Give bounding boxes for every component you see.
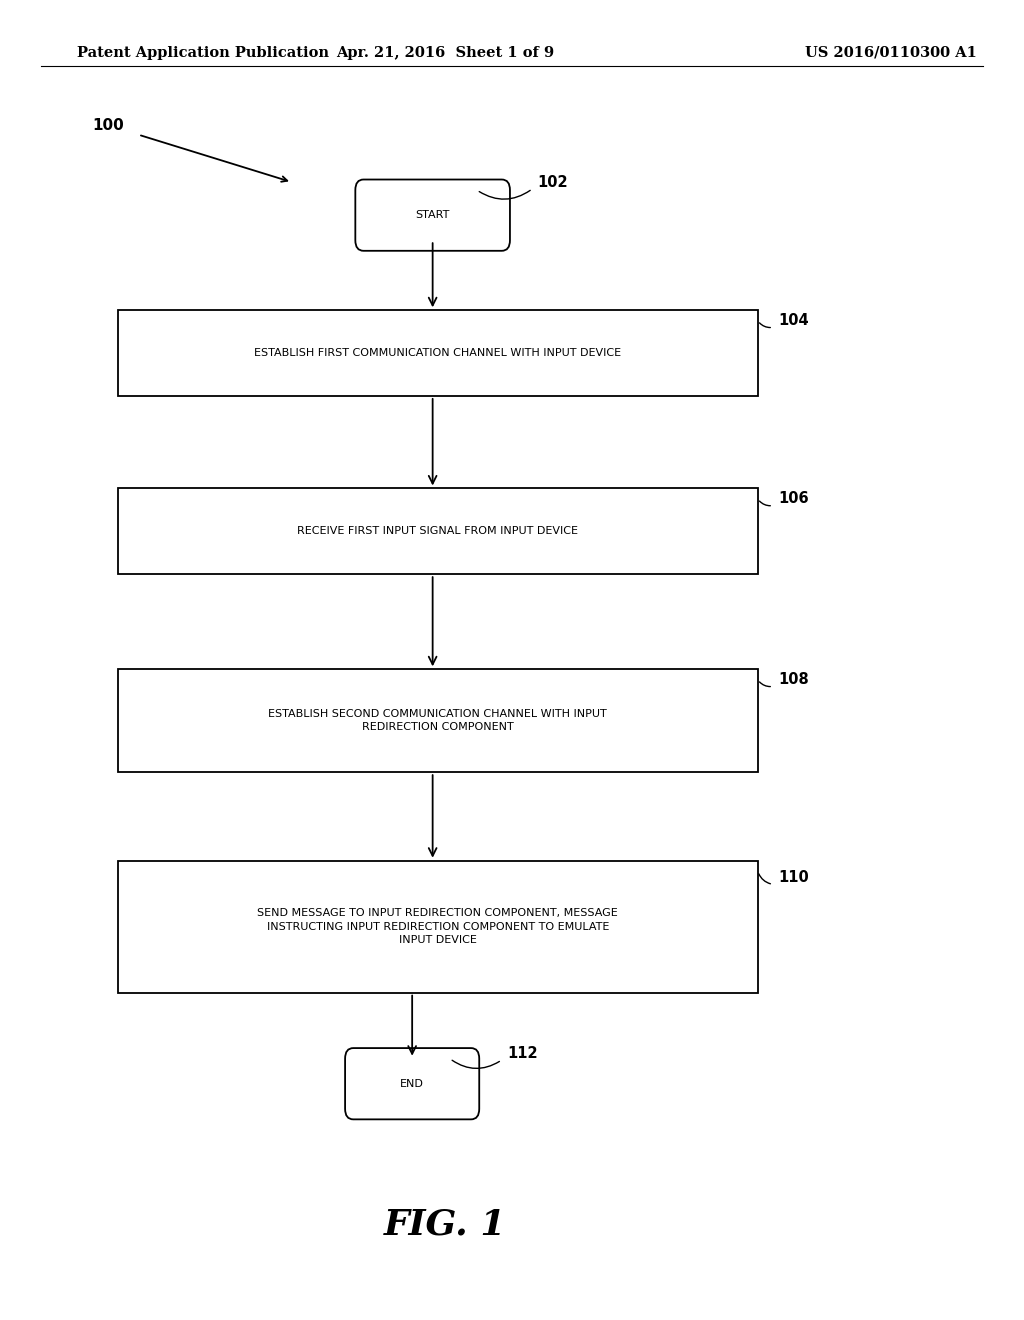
Text: FIG. 1: FIG. 1 bbox=[384, 1208, 507, 1242]
Text: END: END bbox=[400, 1078, 424, 1089]
Text: 106: 106 bbox=[778, 491, 809, 507]
Bar bbox=[118, 310, 758, 396]
Bar bbox=[118, 861, 758, 993]
Text: 102: 102 bbox=[538, 174, 568, 190]
Text: 104: 104 bbox=[778, 313, 809, 329]
Text: Apr. 21, 2016  Sheet 1 of 9: Apr. 21, 2016 Sheet 1 of 9 bbox=[336, 46, 555, 59]
Text: ESTABLISH SECOND COMMUNICATION CHANNEL WITH INPUT
REDIRECTION COMPONENT: ESTABLISH SECOND COMMUNICATION CHANNEL W… bbox=[268, 709, 607, 733]
Text: ESTABLISH FIRST COMMUNICATION CHANNEL WITH INPUT DEVICE: ESTABLISH FIRST COMMUNICATION CHANNEL WI… bbox=[254, 348, 622, 358]
Bar bbox=[118, 669, 758, 772]
Text: 100: 100 bbox=[92, 117, 124, 133]
FancyBboxPatch shape bbox=[355, 180, 510, 251]
Text: START: START bbox=[416, 210, 450, 220]
Text: US 2016/0110300 A1: US 2016/0110300 A1 bbox=[805, 46, 977, 59]
Bar bbox=[118, 488, 758, 574]
Text: 110: 110 bbox=[778, 870, 809, 886]
Text: 108: 108 bbox=[778, 672, 809, 688]
Text: SEND MESSAGE TO INPUT REDIRECTION COMPONENT, MESSAGE
INSTRUCTING INPUT REDIRECTI: SEND MESSAGE TO INPUT REDIRECTION COMPON… bbox=[257, 908, 618, 945]
Text: RECEIVE FIRST INPUT SIGNAL FROM INPUT DEVICE: RECEIVE FIRST INPUT SIGNAL FROM INPUT DE… bbox=[297, 527, 579, 536]
Text: 112: 112 bbox=[507, 1045, 538, 1061]
Text: Patent Application Publication: Patent Application Publication bbox=[77, 46, 329, 59]
FancyBboxPatch shape bbox=[345, 1048, 479, 1119]
